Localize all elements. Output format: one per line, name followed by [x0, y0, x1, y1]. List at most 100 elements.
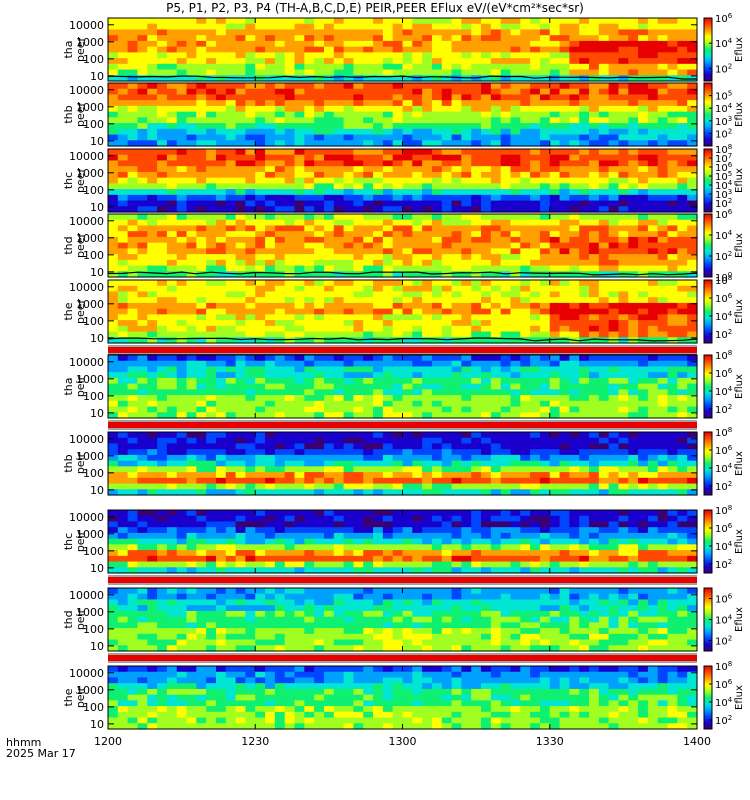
spectrogram-cell — [343, 466, 355, 473]
spectrogram-cell — [431, 248, 443, 255]
spectrogram-cell — [284, 297, 296, 304]
spectrogram-cell — [589, 395, 600, 402]
spectrogram-cell — [530, 35, 541, 42]
spectrogram-cell — [265, 128, 276, 136]
spectrogram-cell — [608, 231, 620, 238]
spectrogram-cell — [539, 111, 551, 118]
spectrogram-cell — [441, 140, 453, 147]
spectrogram-cell — [235, 460, 247, 467]
spectrogram-cell — [520, 177, 531, 184]
spectrogram-cell — [569, 449, 580, 456]
spectrogram-cell — [579, 105, 590, 113]
spectrogram-cell — [608, 58, 620, 65]
spectrogram-cell — [166, 297, 178, 304]
spectrogram-cell — [108, 406, 119, 413]
spectrogram-cell — [500, 219, 512, 227]
spectrogram-cell — [157, 567, 168, 574]
spectrogram-cell — [127, 149, 139, 156]
spectrogram-cell — [166, 489, 178, 496]
spectrogram-cell — [500, 177, 512, 184]
spectrogram-cell — [490, 123, 502, 130]
spectrogram-cell — [108, 360, 119, 368]
spectrogram-cell — [117, 443, 129, 450]
spectrogram-cell — [589, 406, 600, 413]
spectrogram-cell — [196, 443, 207, 450]
spectrogram-cell — [520, 254, 531, 261]
spectrogram-cell — [304, 483, 315, 490]
spectrogram-cell — [451, 88, 462, 96]
spectrogram-cell — [206, 437, 217, 445]
spectrogram-cell — [471, 291, 482, 298]
spectrogram-cell — [431, 225, 443, 232]
spectrogram-cell — [363, 265, 374, 272]
spectrogram-cell — [667, 206, 678, 213]
spectrogram-cell — [166, 69, 178, 76]
spectrogram-cell — [471, 52, 482, 59]
spectrogram-cell — [471, 183, 482, 190]
spectrogram-cell — [176, 477, 188, 485]
spectrogram-cell — [520, 94, 531, 101]
spectrogram-cell — [206, 360, 217, 368]
spectrogram-cell — [157, 291, 168, 298]
spectrogram-cell — [481, 189, 492, 196]
spectrogram-cell — [363, 206, 374, 213]
spectrogram-cell — [579, 383, 590, 390]
spectrogram-cell — [402, 242, 413, 249]
spectrogram-cell — [549, 160, 561, 167]
spectrogram-cell — [598, 75, 610, 82]
spectrogram-cell — [215, 123, 227, 130]
spectrogram-cell — [137, 75, 148, 82]
spectrogram-cell — [451, 214, 462, 221]
spectrogram-cell — [176, 280, 188, 287]
y-tick-label: 10000 — [69, 356, 104, 369]
spectrogram-cell — [490, 308, 502, 315]
spectrogram-cell — [196, 200, 207, 207]
spectrogram-cell — [255, 412, 266, 419]
spectrogram-cell — [569, 302, 580, 310]
colorbar-tick-label: 102 — [715, 403, 732, 416]
spectrogram-cell — [323, 149, 335, 156]
spectrogram-cell — [274, 466, 286, 473]
spectrogram-cell — [687, 35, 698, 42]
spectrogram-cell — [235, 400, 247, 408]
spectrogram-cell — [353, 194, 364, 202]
spectrogram-cell — [353, 117, 364, 124]
spectrogram-cell — [441, 483, 453, 490]
spectrogram-cell — [451, 466, 462, 473]
spectrogram-cell — [323, 472, 335, 479]
spectrogram-cell — [235, 331, 247, 338]
spectrogram-cell — [176, 154, 188, 162]
spectrogram-cell — [215, 189, 227, 196]
spectrogram-cell — [422, 389, 433, 396]
spectrogram-cell — [382, 183, 394, 190]
spectrogram-cell — [255, 337, 266, 344]
spectrogram-cell — [628, 400, 639, 408]
spectrogram-cell — [657, 297, 669, 304]
spectrogram-cell — [510, 483, 521, 490]
spectrogram-cell — [687, 477, 698, 485]
spectrogram-cell — [628, 483, 639, 490]
spectrogram-cell — [510, 259, 521, 267]
spectrogram-cell — [392, 489, 404, 496]
spectrogram-cell — [628, 355, 639, 362]
spectrogram-cell — [539, 242, 551, 249]
spectrogram-cell — [539, 259, 551, 267]
spectrogram-cell — [638, 242, 649, 249]
spectrogram-cell — [481, 400, 492, 408]
spectrogram-cell — [530, 200, 541, 207]
spectrogram-cell — [559, 483, 570, 490]
spectrogram-cell — [490, 94, 502, 101]
spectrogram-cell — [510, 58, 521, 65]
spectrogram-cell — [215, 117, 227, 124]
spectrogram-cell — [559, 477, 570, 485]
spectrogram-cell — [392, 248, 404, 255]
spectrogram-cell — [147, 206, 158, 213]
spectrogram-cell — [677, 389, 688, 396]
spectrogram-cell — [431, 325, 443, 333]
spectrogram-cell — [461, 320, 472, 327]
spectrogram-cell — [598, 460, 610, 467]
spectrogram-cell — [245, 58, 256, 65]
spectrogram-cell — [638, 189, 649, 196]
spectrogram-cell — [412, 23, 423, 31]
spectrogram-cell — [500, 83, 512, 90]
